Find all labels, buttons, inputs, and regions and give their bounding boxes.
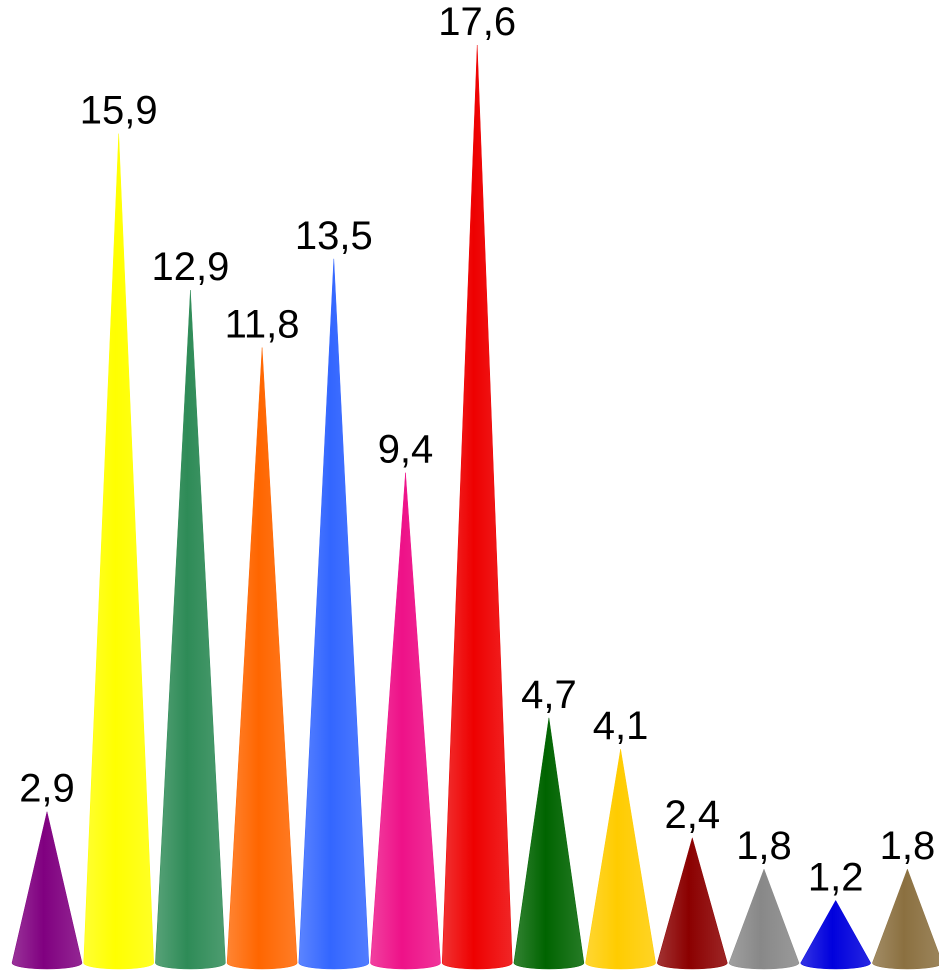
cone: [226, 347, 298, 970]
data-label: 12,9: [151, 245, 229, 289]
data-label: 2,4: [664, 793, 720, 837]
data-label: 9,4: [378, 428, 434, 472]
cone: [513, 717, 585, 970]
data-label: 1,8: [736, 824, 792, 868]
cone: [298, 258, 370, 970]
data-label: 11,8: [225, 303, 300, 347]
data-label: 4,1: [593, 704, 649, 748]
cone: [800, 899, 871, 970]
cone: [585, 749, 656, 970]
data-label: 4,7: [521, 673, 577, 717]
cone: [657, 836, 728, 970]
cone: [441, 44, 513, 970]
data-label: 13,5: [295, 214, 373, 258]
data-label: 1,8: [880, 824, 936, 868]
cone: [155, 290, 226, 970]
cone: [11, 811, 83, 970]
data-label: 2,9: [19, 767, 75, 811]
data-label: 1,2: [808, 855, 864, 899]
cone: [83, 133, 154, 970]
cone: [370, 472, 441, 970]
cone: [872, 868, 939, 970]
cone: [728, 868, 800, 970]
data-label: 15,9: [80, 89, 158, 133]
data-label: 17,6: [438, 0, 516, 44]
